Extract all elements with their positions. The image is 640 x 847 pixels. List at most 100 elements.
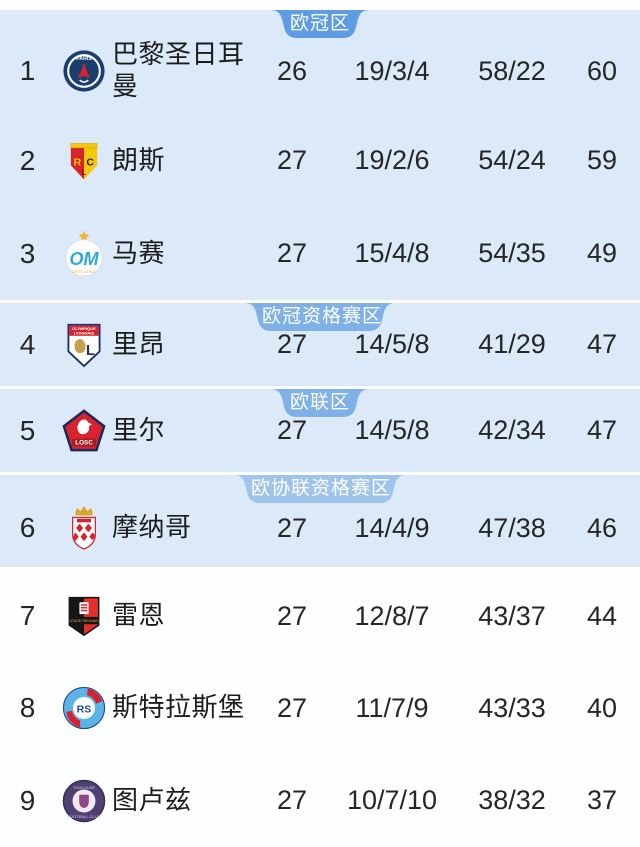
win-draw-loss: 11/7/9: [355, 692, 429, 723]
svg-text:DROIT AU BUT: DROIT AU BUT: [71, 270, 96, 274]
matches-played: 27: [276, 692, 308, 723]
team-name: 雷恩: [112, 600, 166, 631]
row-paris-saint-germain[interactable]: 1 PARIS 巴黎圣日耳曼 26 19/3/4 58/22 60: [0, 10, 640, 114]
badge-tab-shape: [270, 10, 370, 38]
svg-text:OLYMPIQUE: OLYMPIQUE: [72, 325, 96, 330]
row-lyon[interactable]: 4 OLYMPIQUE LYONNAIS L 里昂 27 14/5/8 41/2…: [0, 303, 640, 386]
svg-text:R: R: [73, 156, 81, 168]
rank: 9: [19, 784, 36, 816]
win-draw-loss: 19/3/4: [354, 55, 430, 86]
win-draw-loss: 12/8/7: [354, 600, 430, 631]
cl-qualification-zone-badge: 欧冠资格赛区: [244, 303, 396, 331]
svg-text:C: C: [86, 156, 94, 168]
rank: 2: [19, 144, 36, 176]
svg-text:LYONNAIS: LYONNAIS: [73, 330, 94, 335]
europa-league-zone-badge: 欧联区: [270, 389, 370, 417]
goals-for-against: 47/38: [478, 512, 546, 543]
win-draw-loss: 14/4/9: [354, 512, 430, 543]
badge-label: 欧冠区: [289, 13, 350, 34]
goals-for-against: 43/33: [478, 692, 546, 723]
badge-label: 欧冠资格赛区: [262, 306, 383, 327]
points: 47: [586, 329, 618, 359]
row-lens[interactable]: 2 R C L 朗斯 27 19/2/6 54/24 59: [0, 114, 640, 207]
matches-played: 27: [276, 238, 308, 268]
goals-for-against: 54/24: [478, 145, 546, 175]
team-name: 马赛: [112, 237, 166, 268]
goals-for-against: 54/35: [478, 238, 546, 268]
row-lille[interactable]: 5 LOSC 里尔 27 14/5/8 42/34 47: [0, 389, 640, 472]
points: 44: [586, 600, 618, 631]
goals-for-against: 38/32: [478, 785, 546, 815]
team-name: 巴黎圣日耳曼: [112, 39, 245, 101]
monaco-crest-icon: [55, 503, 112, 553]
rank: 5: [19, 414, 36, 446]
row-strasbourg[interactable]: 8 RS 斯特拉斯堡 27 11/7/9 43/33 40: [0, 662, 640, 754]
svg-text:STADE RENNAIS: STADE RENNAIS: [69, 619, 99, 623]
lille-crest-icon: LOSC: [55, 408, 112, 454]
matches-played: 27: [276, 145, 308, 175]
team-name: 摩纳哥: [112, 512, 192, 543]
rank: 3: [19, 237, 36, 269]
svg-text:OM: OM: [69, 249, 99, 269]
psg-crest-icon: PARIS: [55, 48, 112, 94]
goals-for-against: 42/34: [478, 415, 546, 445]
team-name: 朗斯: [112, 144, 166, 175]
points: 46: [586, 512, 618, 543]
strasbourg-crest-icon: RS: [55, 685, 112, 731]
badge-tab-shape: [270, 389, 370, 417]
matches-played: 26: [276, 55, 308, 86]
points: 60: [586, 55, 618, 86]
team-name: 图卢兹: [112, 784, 192, 815]
win-draw-loss: 10/7/10: [346, 785, 438, 815]
matches-played: 27: [276, 415, 308, 445]
goals-for-against: 41/29: [478, 329, 546, 359]
rank: 1: [19, 55, 36, 86]
svg-text:PARIS: PARIS: [76, 56, 92, 62]
rank: 6: [19, 512, 36, 543]
row-marseille[interactable]: 3 OM DROIT AU BUT 马赛 27 15/4/8 54/35 49: [0, 207, 640, 300]
goals-for-against: 43/37: [478, 600, 546, 631]
svg-text:FOOTBALL CLUB: FOOTBALL CLUB: [67, 814, 100, 819]
points: 59: [586, 145, 618, 175]
zone-mid-table: 7 STADE RENNAIS 雷恩 27 12/8/7 43/37 44 8: [0, 570, 640, 844]
team-name: 里尔: [112, 414, 166, 445]
row-rennes[interactable]: 7 STADE RENNAIS 雷恩 27 12/8/7 43/37 44: [0, 570, 640, 662]
lens-crest-icon: R C L: [55, 138, 112, 184]
zone-cl-qualification: 欧冠资格赛区 4 OLYMPIQUE LYONNAIS L 里昂 27 14/5…: [0, 303, 640, 386]
champions-league-zone-badge: 欧冠区: [270, 10, 370, 38]
toulouse-crest-icon: TOULOUSE FOOTBALL CLUB: [55, 778, 112, 824]
win-draw-loss: 14/5/8: [354, 329, 430, 359]
svg-text:TOULOUSE: TOULOUSE: [72, 785, 94, 790]
marseille-crest-icon: OM DROIT AU BUT: [55, 230, 112, 278]
badge-label: 欧协联资格赛区: [251, 478, 392, 499]
badge-label: 欧联区: [289, 392, 350, 413]
points: 49: [586, 238, 618, 268]
matches-played: 27: [276, 512, 308, 543]
conference-qualification-zone-badge: 欧协联资格赛区: [233, 475, 407, 503]
matches-played: 27: [276, 329, 308, 359]
badge-tab-shape: [233, 475, 407, 503]
zone-europa-league: 欧联区 5 LOSC 里尔 27 14/5/8 42/34 47: [0, 389, 640, 472]
zone-conference-qualification: 欧协联资格赛区 6 摩纳哥 27 14/4/9 47/38 46: [0, 475, 640, 567]
row-toulouse[interactable]: 9 TOULOUSE FOOTBALL CLUB 图卢兹 27 10/7/10 …: [0, 754, 640, 847]
badge-tab-shape: [244, 303, 396, 331]
lyon-crest-icon: OLYMPIQUE LYONNAIS L: [55, 320, 112, 370]
win-draw-loss: 14/5/8: [354, 415, 430, 445]
svg-text:L: L: [85, 343, 94, 359]
row-monaco[interactable]: 6 摩纳哥 27 14/4/9 47/38 46: [0, 475, 640, 567]
win-draw-loss: 19/2/6: [354, 145, 430, 175]
svg-text:L: L: [81, 168, 86, 177]
rank: 7: [19, 600, 36, 631]
goals-for-against: 58/22: [478, 55, 546, 86]
team-name: 斯特拉斯堡: [112, 692, 245, 723]
team-name: 里昂: [112, 328, 166, 359]
rennes-crest-icon: STADE RENNAIS: [55, 593, 112, 639]
zone-champions-league: 欧冠区 1 PARIS 巴黎圣日耳曼 26 19/3/4 58/22 60 2: [0, 10, 640, 300]
points: 37: [586, 785, 618, 815]
matches-played: 27: [276, 785, 308, 815]
points: 40: [586, 692, 618, 723]
svg-text:LOSC: LOSC: [75, 439, 93, 446]
win-draw-loss: 15/4/8: [354, 238, 430, 268]
rank: 4: [19, 328, 36, 360]
